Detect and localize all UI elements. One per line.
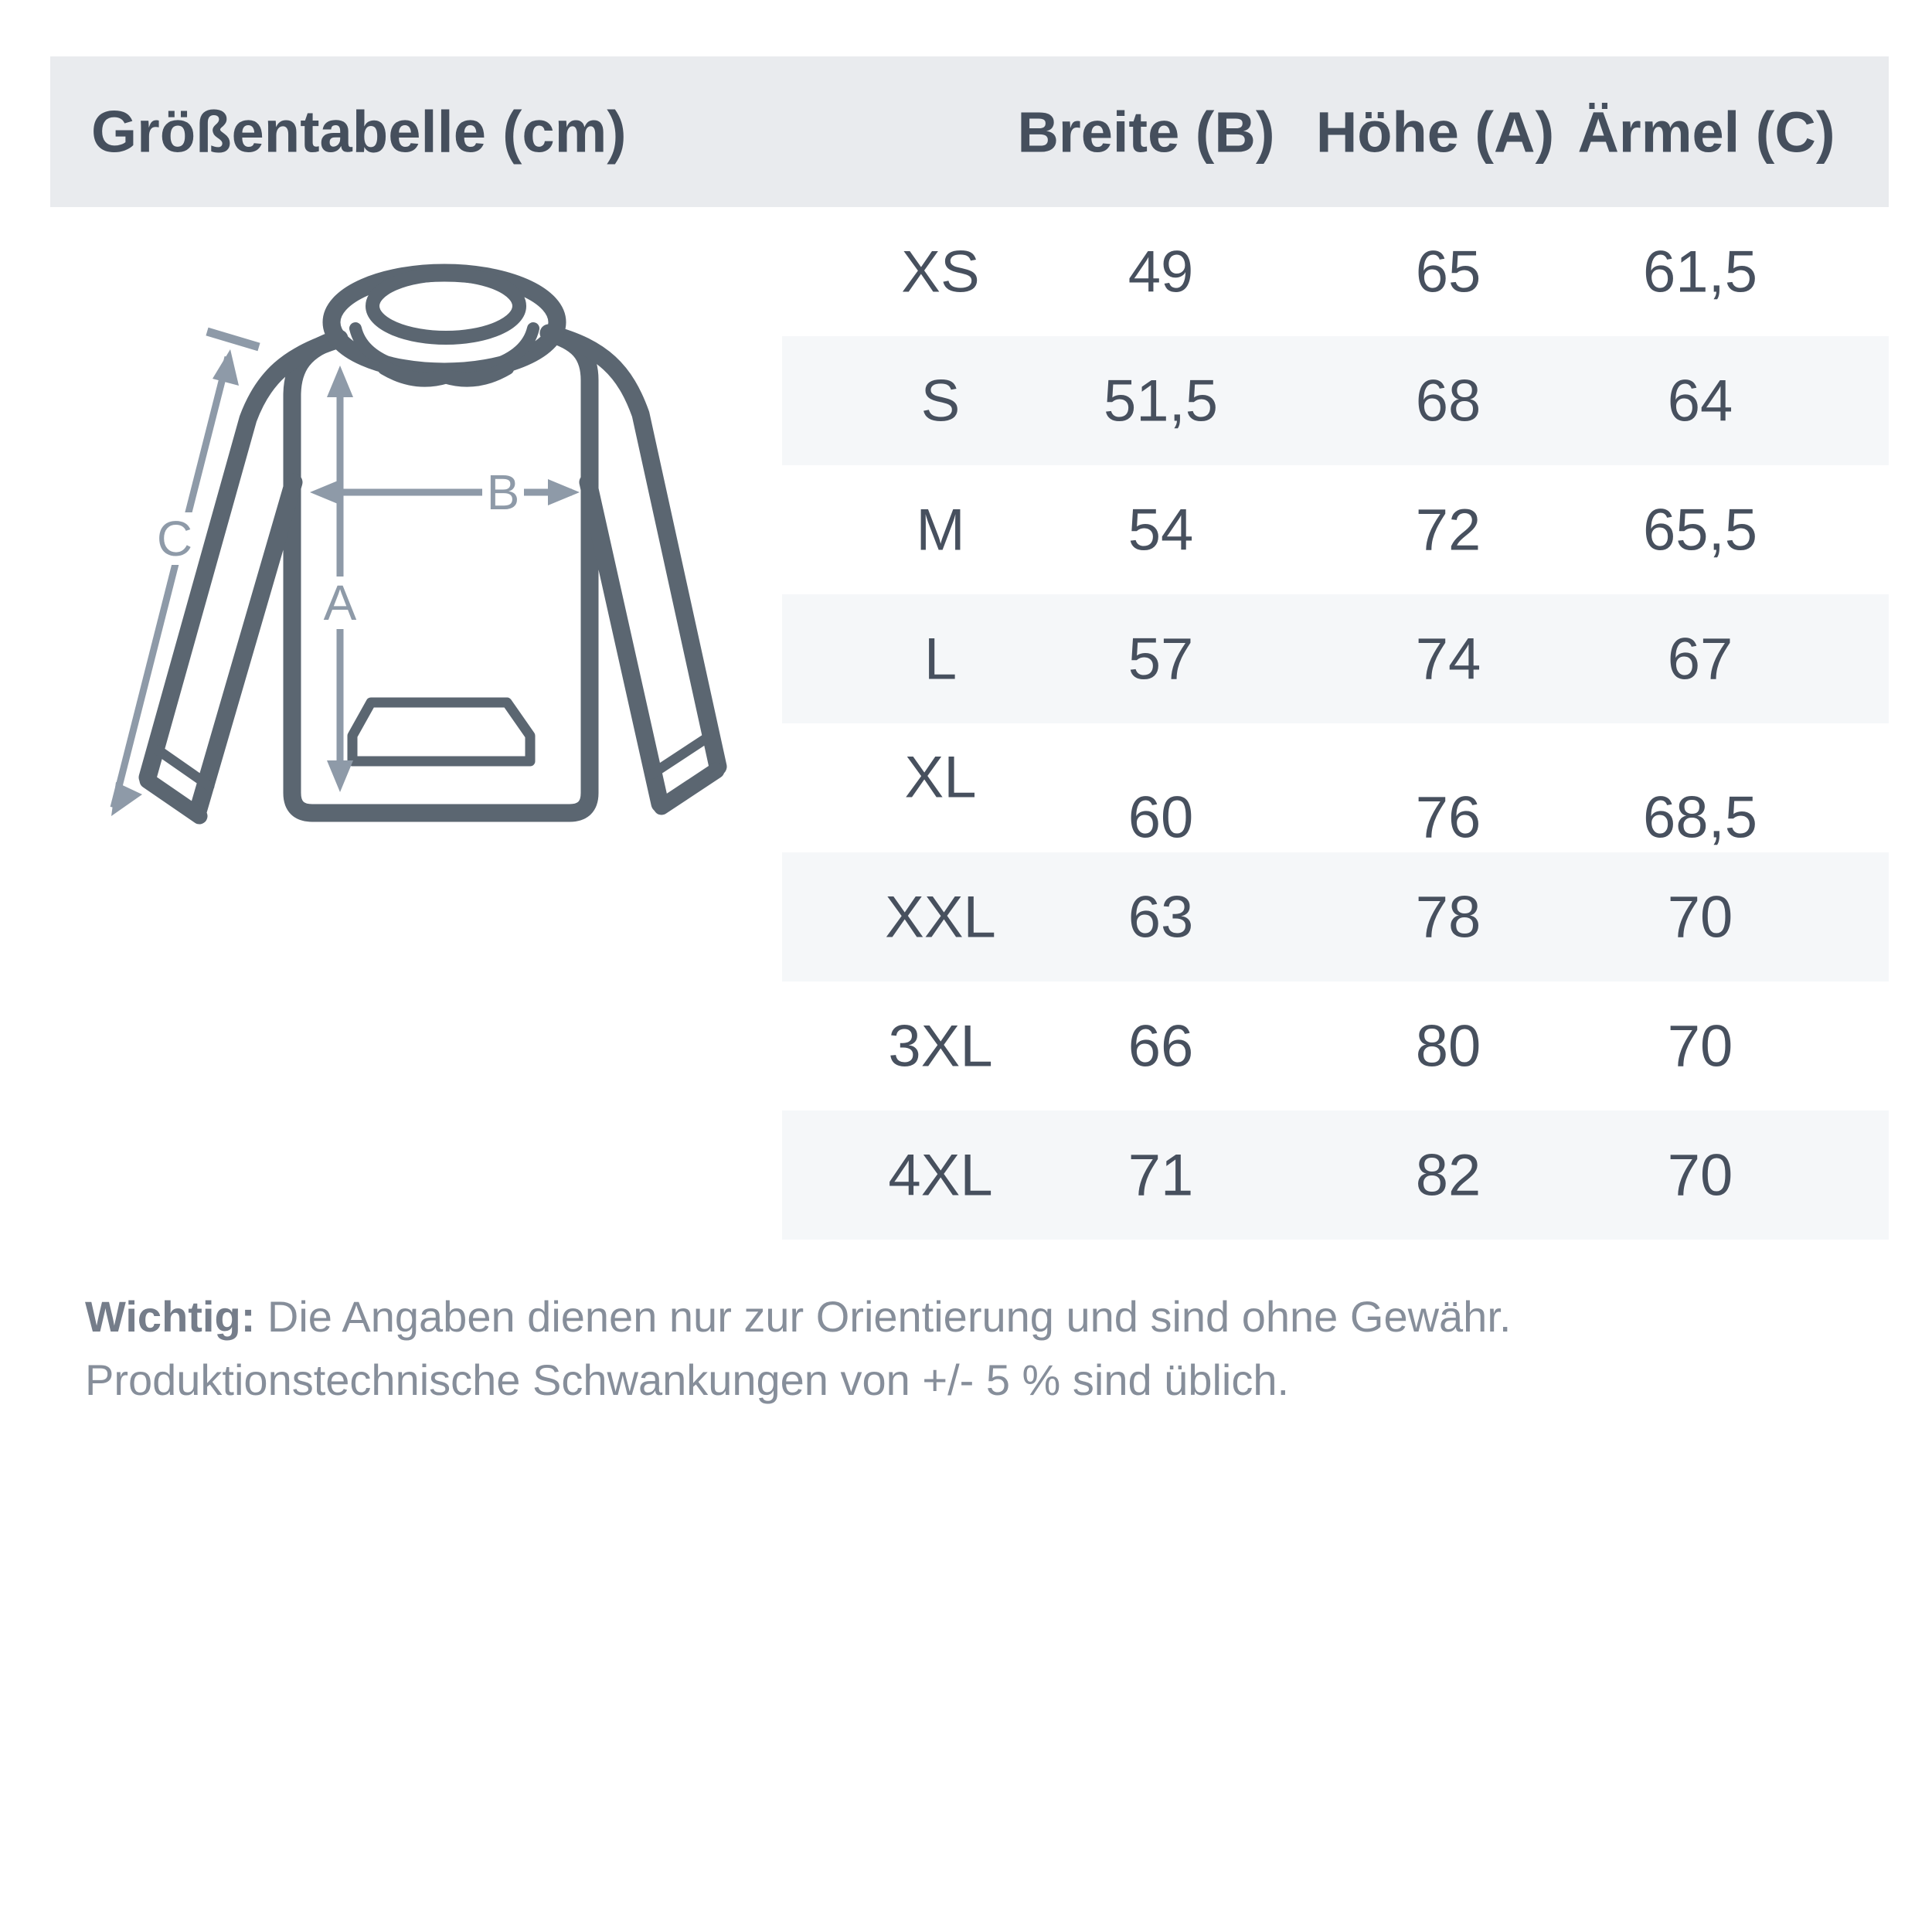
footer-line-2: Produktionstechnische Schwankungen von +… [85, 1355, 1290, 1404]
cell-hoehe-S: 68 [1415, 368, 1481, 434]
cell-aermel-M: 65,5 [1643, 497, 1757, 563]
cell-hoehe-L: 74 [1415, 626, 1481, 692]
arrowhead-c-bottom [111, 782, 142, 816]
cell-hoehe-3XL: 80 [1415, 1013, 1481, 1079]
size-row-XXL: XXL 63 78 70 [782, 852, 1889, 981]
measure-label-a: A [324, 575, 357, 631]
cell-breite-XL: 60 [1128, 784, 1194, 850]
arrowhead-c-top [213, 349, 239, 386]
cell-hoehe-M: 72 [1415, 497, 1481, 563]
cell-breite-S: 51,5 [1104, 368, 1218, 434]
cell-breite-L: 57 [1128, 626, 1194, 692]
cell-size-3XL: 3XL [888, 1013, 993, 1079]
size-row-L: L 57 74 67 [782, 594, 1889, 723]
footer-bold-prefix: Wichtig: [85, 1292, 256, 1341]
size-row-XS: XS 49 65 61,5 [782, 207, 1889, 336]
hoodie-outline [138, 264, 727, 825]
cell-size-XS: XS [901, 239, 980, 304]
cell-breite-3XL: 66 [1128, 1013, 1194, 1079]
cell-size-L: L [923, 626, 957, 692]
measure-label-c: C [157, 511, 192, 566]
cell-aermel-L: 67 [1667, 626, 1733, 692]
cell-aermel-S: 64 [1667, 368, 1733, 434]
cell-size-4XL: 4XL [888, 1142, 993, 1208]
footer-line-1: Wichtig: Die Angaben dienen nur zur Orie… [85, 1285, 1770, 1349]
arrowhead-a-top [327, 366, 353, 397]
measure-label-b: B [487, 464, 520, 520]
cell-aermel-3XL: 70 [1667, 1013, 1733, 1079]
size-table: XS 49 65 61,5 S 51,5 68 64 M 54 72 65,5 L 57 74 67 XL 60 7… [782, 207, 1889, 1240]
arrowhead-b-right [548, 479, 580, 505]
cell-hoehe-4XL: 82 [1415, 1142, 1481, 1208]
cell-aermel-XL: 68,5 [1643, 784, 1757, 850]
size-row-3XL: 3XL 66 80 70 [782, 981, 1889, 1111]
size-row-XL: XL 60 76 68,5 [782, 723, 1889, 852]
cell-breite-XS: 49 [1128, 239, 1194, 304]
column-header-aermel: Ärmel (C) [1577, 100, 1835, 164]
cell-hoehe-XL: 76 [1415, 784, 1481, 850]
cell-aermel-XXL: 70 [1667, 884, 1733, 950]
cell-aermel-4XL: 70 [1667, 1142, 1733, 1208]
size-row-4XL: 4XL 71 82 70 [782, 1111, 1889, 1240]
cell-hoehe-XS: 65 [1415, 239, 1481, 304]
size-row-M: M 54 72 65,5 [782, 465, 1889, 594]
arrowhead-a-bottom [327, 760, 353, 792]
hoodie-measurement-diagram: A B C [110, 264, 727, 825]
cell-breite-XXL: 63 [1128, 884, 1194, 950]
cell-size-M: M [916, 497, 965, 563]
cell-breite-4XL: 71 [1128, 1142, 1194, 1208]
cell-size-XL: XL [904, 744, 977, 810]
size-chart-header: Größentabelle (cm) Breite (B) Höhe (A) Ä… [50, 56, 1889, 207]
column-header-hoehe: Höhe (A) [1315, 100, 1555, 164]
column-header-breite: Breite (B) [1017, 100, 1275, 164]
arrowhead-b-left [310, 479, 342, 505]
footer-line-1-text: Die Angaben dienen nur zur Orientierung … [255, 1292, 1512, 1341]
cell-aermel-XS: 61,5 [1643, 239, 1757, 304]
cell-breite-M: 54 [1128, 497, 1194, 563]
size-row-S: S 51,5 68 64 [782, 336, 1889, 465]
size-chart-title: Größentabelle (cm) [91, 99, 627, 165]
measurement-arrows: A B C [110, 327, 580, 816]
cell-size-XXL: XXL [885, 884, 996, 950]
cell-hoehe-XXL: 78 [1415, 884, 1481, 950]
cell-size-S: S [920, 368, 961, 434]
footer-note: Wichtig: Die Angaben dienen nur zur Orie… [85, 1285, 1770, 1412]
